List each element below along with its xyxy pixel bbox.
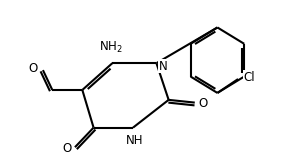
Text: NH$_2$: NH$_2$	[99, 40, 122, 55]
Text: Cl: Cl	[244, 71, 255, 83]
Text: N: N	[159, 60, 167, 73]
Text: O: O	[62, 142, 71, 155]
Text: O: O	[28, 62, 37, 75]
Text: NH: NH	[126, 134, 144, 147]
Text: O: O	[199, 97, 208, 110]
